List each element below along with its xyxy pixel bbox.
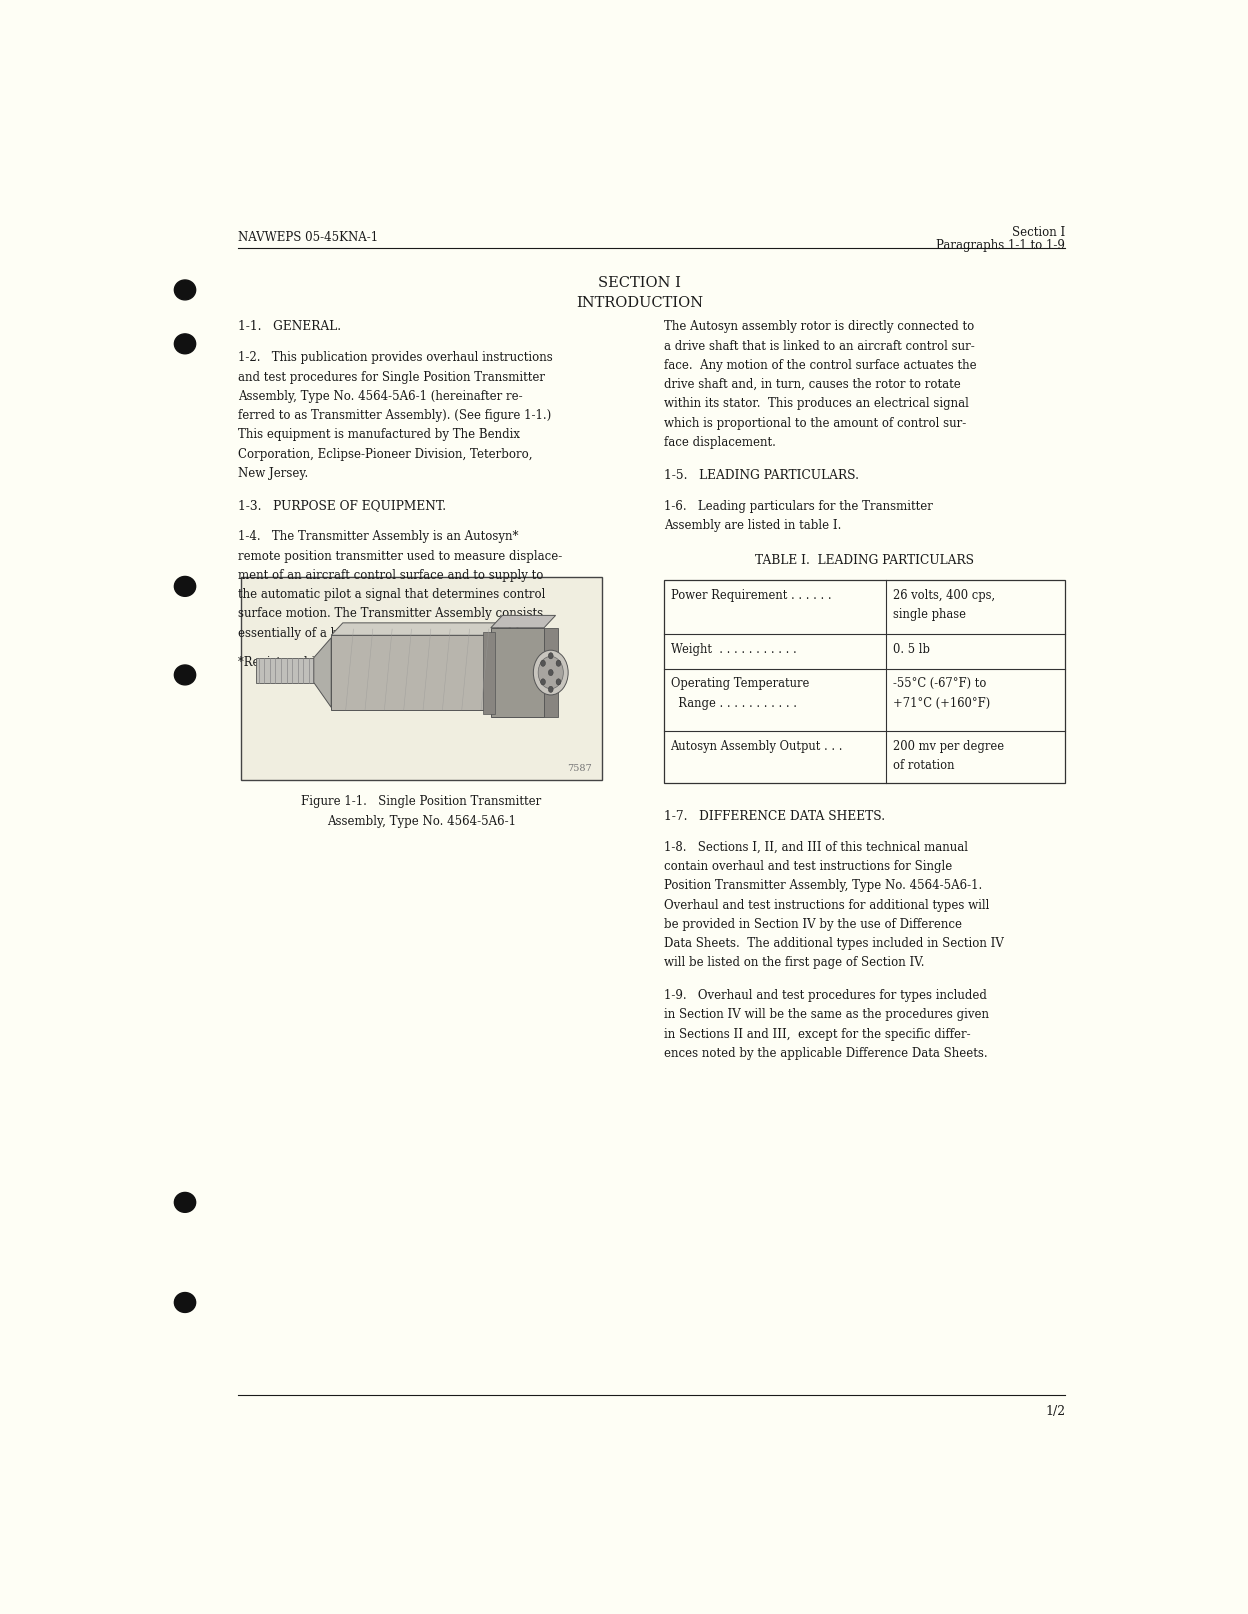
Text: 0. 5 lb: 0. 5 lb [894,642,930,655]
Text: a drive shaft that is linked to an aircraft control sur-: a drive shaft that is linked to an aircr… [664,339,975,353]
Bar [483,631,494,713]
Text: 1-5.   LEADING PARTICULARS.: 1-5. LEADING PARTICULARS. [664,468,859,481]
Text: Position Transmitter Assembly, Type No. 4564-5A6-1.: Position Transmitter Assembly, Type No. … [664,880,982,893]
Text: +71°C (+160°F): +71°C (+160°F) [894,697,990,710]
Circle shape [557,660,560,667]
Text: Range . . . . . . . . . . .: Range . . . . . . . . . . . [670,697,796,710]
Text: *Registered in United States Patent Office.: *Registered in United States Patent Offi… [238,655,490,668]
Text: contain overhaul and test instructions for Single: contain overhaul and test instructions f… [664,860,952,873]
Ellipse shape [175,1193,196,1212]
Bar [241,578,602,781]
Text: surface motion. The Transmitter Assembly consists: surface motion. The Transmitter Assembly… [238,607,543,620]
Text: 7587: 7587 [567,763,592,773]
Text: 1-4.   The Transmitter Assembly is an Autosyn*: 1-4. The Transmitter Assembly is an Auto… [238,531,519,544]
Text: Corporation, Eclipse-Pioneer Division, Teterboro,: Corporation, Eclipse-Pioneer Division, T… [238,447,533,460]
Text: -55°C (-67°F) to: -55°C (-67°F) to [894,678,986,691]
Text: Assembly are listed in table I.: Assembly are listed in table I. [664,518,841,533]
Text: of rotation: of rotation [894,759,955,771]
Bar [544,628,559,717]
Text: 1-3.   PURPOSE OF EQUIPMENT.: 1-3. PURPOSE OF EQUIPMENT. [238,500,447,513]
Text: Assembly, Type No. 4564-5A6-1: Assembly, Type No. 4564-5A6-1 [327,815,515,828]
Text: single phase: single phase [894,608,966,621]
Text: New Jersey.: New Jersey. [238,466,308,479]
Circle shape [538,657,563,689]
Polygon shape [490,615,555,628]
Text: face displacement.: face displacement. [664,436,776,449]
Text: in Sections II and III,  except for the specific differ-: in Sections II and III, except for the s… [664,1028,971,1041]
Text: will be listed on the first page of Section IV.: will be listed on the first page of Sect… [664,957,925,970]
Bar [490,628,544,717]
Bar [331,636,490,710]
Circle shape [548,686,553,692]
Text: 1-9.   Overhaul and test procedures for types included: 1-9. Overhaul and test procedures for ty… [664,989,987,1002]
Text: Assembly, Type No. 4564-5A6-1 (hereinafter re-: Assembly, Type No. 4564-5A6-1 (hereinaft… [238,391,523,404]
Bar [664,581,1065,783]
Text: 1-8.   Sections I, II, and III of this technical manual: 1-8. Sections I, II, and III of this tec… [664,841,967,854]
Text: which is proportional to the amount of control sur-: which is proportional to the amount of c… [664,416,966,429]
Text: Paragraphs 1-1 to 1-9: Paragraphs 1-1 to 1-9 [936,239,1066,252]
Text: SECTION I: SECTION I [598,276,681,289]
Text: This equipment is manufactured by The Bendix: This equipment is manufactured by The Be… [238,428,520,441]
Ellipse shape [175,279,196,300]
Text: drive shaft and, in turn, causes the rotor to rotate: drive shaft and, in turn, causes the rot… [664,378,961,391]
Text: and test procedures for Single Position Transmitter: and test procedures for Single Position … [238,371,545,384]
Text: INTRODUCTION: INTRODUCTION [577,295,703,310]
Text: Section I: Section I [1012,226,1066,239]
Text: 26 volts, 400 cps,: 26 volts, 400 cps, [894,589,995,602]
Text: 1-6.   Leading particulars for the Transmitter: 1-6. Leading particulars for the Transmi… [664,500,932,513]
Text: Figure 1-1.   Single Position Transmitter: Figure 1-1. Single Position Transmitter [301,796,542,809]
Text: Operating Temperature: Operating Temperature [670,678,809,691]
Text: remote position transmitter used to measure displace-: remote position transmitter used to meas… [238,550,563,563]
Circle shape [533,650,568,696]
Circle shape [548,652,553,659]
Circle shape [548,670,553,676]
Circle shape [557,679,560,684]
Circle shape [540,679,545,684]
Text: 1-1.   GENERAL.: 1-1. GENERAL. [238,321,342,334]
Text: face.  Any motion of the control surface actuates the: face. Any motion of the control surface … [664,358,976,371]
Circle shape [540,660,545,667]
Ellipse shape [175,334,196,353]
Text: 200 mv per degree: 200 mv per degree [894,739,1005,752]
Text: TABLE I.  LEADING PARTICULARS: TABLE I. LEADING PARTICULARS [755,554,973,567]
Text: Power Requirement . . . . . .: Power Requirement . . . . . . [670,589,831,602]
Text: Overhaul and test instructions for additional types will: Overhaul and test instructions for addit… [664,899,990,912]
Text: Data Sheets.  The additional types included in Section IV: Data Sheets. The additional types includ… [664,938,1003,951]
Text: in Section IV will be the same as the procedures given: in Section IV will be the same as the pr… [664,1009,988,1022]
Text: NAVWEPS 05-45KNA-1: NAVWEPS 05-45KNA-1 [238,231,378,244]
Text: 1/2: 1/2 [1045,1406,1066,1419]
Text: within its stator.  This produces an electrical signal: within its stator. This produces an elec… [664,397,968,410]
Text: Autosyn Assembly Output . . .: Autosyn Assembly Output . . . [670,739,844,752]
Ellipse shape [175,576,196,596]
Text: 1-7.   DIFFERENCE DATA SHEETS.: 1-7. DIFFERENCE DATA SHEETS. [664,810,885,823]
Polygon shape [331,623,503,636]
Polygon shape [313,638,331,707]
Ellipse shape [175,665,196,684]
Text: The Autosyn assembly rotor is directly connected to: The Autosyn assembly rotor is directly c… [664,321,973,334]
Text: be provided in Section IV by the use of Difference: be provided in Section IV by the use of … [664,918,962,931]
Text: essentially of a high-precision Autosyn assembly.: essentially of a high-precision Autosyn … [238,626,529,639]
Text: the automatic pilot a signal that determines control: the automatic pilot a signal that determ… [238,587,545,600]
Bar [256,657,313,683]
Text: 1-2.   This publication provides overhaul instructions: 1-2. This publication provides overhaul … [238,352,553,365]
Text: Weight  . . . . . . . . . . .: Weight . . . . . . . . . . . [670,642,796,655]
Text: ment of an aircraft control surface and to supply to: ment of an aircraft control surface and … [238,570,544,583]
Ellipse shape [175,1293,196,1312]
Text: ferred to as Transmitter Assembly). (See figure 1-1.): ferred to as Transmitter Assembly). (See… [238,408,552,421]
Text: ences noted by the applicable Difference Data Sheets.: ences noted by the applicable Difference… [664,1047,987,1060]
